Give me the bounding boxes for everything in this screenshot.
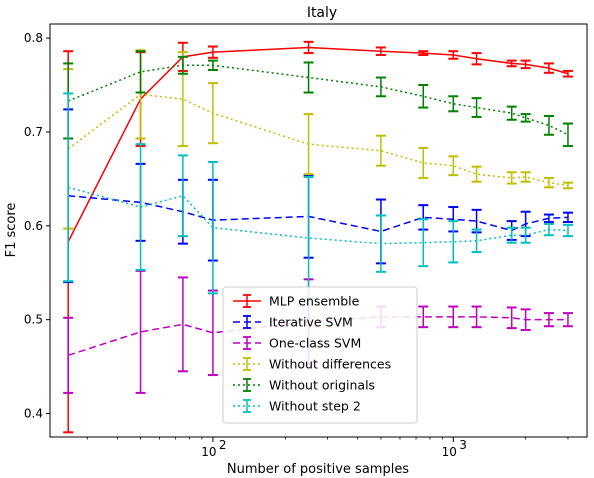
x-tick-exponent: 2 (219, 438, 227, 452)
chart-title: Italy (307, 5, 337, 21)
legend-item: Without originals (233, 378, 375, 393)
legend-item: Without differences (233, 357, 391, 372)
legend-label: Without differences (269, 357, 391, 372)
error-bar (448, 155, 459, 177)
error-bar (448, 50, 459, 60)
error-bar (375, 46, 386, 56)
error-bar (375, 76, 386, 98)
error-bar (562, 223, 573, 238)
legend-label: One-class SVM (269, 336, 361, 351)
error-bar (375, 134, 386, 167)
y-axis-label: F1 score (4, 203, 19, 258)
series-line (67, 64, 569, 136)
error-bar (562, 122, 573, 148)
error-bar (418, 50, 429, 56)
error-bar (303, 113, 314, 176)
y-tick-label: 0.7 (24, 125, 43, 139)
legend-label: MLP ensemble (269, 294, 360, 309)
error-bar (520, 59, 531, 70)
error-bar (471, 97, 482, 118)
error-bar (207, 82, 218, 145)
error-bar (177, 276, 188, 373)
error-bar (562, 69, 573, 78)
error-bar (506, 59, 517, 68)
error-bar (418, 146, 429, 179)
x-tick-exponent: 3 (459, 438, 467, 452)
legend-box (222, 286, 418, 424)
series-line (67, 93, 569, 187)
series-group (63, 108, 573, 284)
error-bar (562, 211, 573, 224)
series-layer (63, 40, 573, 434)
error-bar (506, 226, 517, 244)
error-bar (562, 181, 573, 190)
error-bar (207, 160, 218, 295)
error-bar (448, 220, 459, 264)
error-bar (520, 226, 531, 244)
error-bar (506, 105, 517, 121)
error-bar (543, 312, 554, 328)
error-bar (63, 316, 74, 394)
error-bar (520, 308, 531, 331)
x-tick-label: 10 (201, 445, 216, 459)
error-bar (471, 165, 482, 183)
y-tick-label: 0.6 (24, 219, 43, 233)
series-group (63, 50, 573, 148)
series-line (68, 195, 569, 233)
legend-label: Without originals (269, 378, 375, 393)
y-tick-label: 0.5 (24, 313, 43, 327)
error-bar (562, 312, 573, 328)
error-bar (543, 62, 554, 74)
error-bar (418, 84, 429, 109)
axis-ticks: 0.40.50.60.70.810 2 10 3 (24, 31, 569, 459)
x-axis-label: Number of positive samples (227, 462, 409, 477)
error-bar (135, 50, 146, 94)
error-bar (543, 114, 554, 136)
series-line (68, 186, 569, 245)
error-bar (506, 306, 517, 330)
error-bar (520, 113, 531, 123)
error-bar (543, 176, 554, 189)
error-bar (506, 171, 517, 185)
error-bar (543, 222, 554, 237)
error-bar (135, 143, 146, 271)
legend-label: Without step 2 (269, 399, 361, 414)
error-bar (207, 289, 218, 377)
error-bar (543, 213, 554, 224)
error-bar (471, 52, 482, 66)
error-bar (177, 154, 188, 238)
x-tick-label: 10 (442, 445, 457, 459)
legend-item: One-class SVM (233, 336, 361, 351)
error-bar (448, 305, 459, 329)
error-bar (418, 218, 429, 268)
legend: MLP ensemble Iterative SVM One-class SVM Wi… (222, 286, 418, 424)
y-tick-label: 0.8 (24, 31, 43, 45)
legend-item: Without step 2 (233, 399, 361, 414)
error-bar (471, 305, 482, 329)
error-bar (520, 171, 531, 183)
legend-item: MLP ensemble (233, 294, 360, 309)
error-bar (375, 214, 386, 273)
error-bar (207, 59, 218, 71)
error-bar (448, 95, 459, 113)
error-bar (418, 305, 429, 329)
plot-frame (49, 23, 588, 438)
error-bar (177, 55, 188, 75)
series-group (63, 92, 573, 301)
legend-label: Iterative SVM (269, 315, 353, 330)
error-bar (303, 61, 314, 94)
error-bar (207, 45, 218, 59)
legend-item: Iterative SVM (233, 315, 353, 330)
error-bar (63, 92, 74, 283)
error-bar (471, 228, 482, 254)
y-tick-label: 0.4 (24, 407, 43, 421)
error-bar (303, 40, 314, 55)
